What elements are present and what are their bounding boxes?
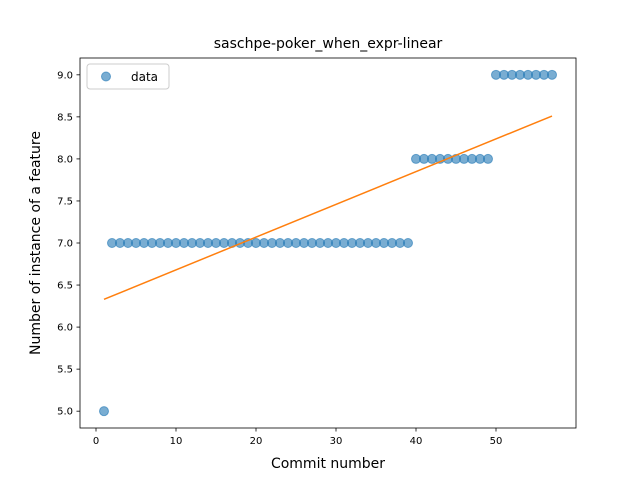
chart-title: saschpe-poker_when_expr-linear	[214, 36, 443, 52]
y-tick-label: 8.5	[57, 112, 73, 123]
legend-box	[86, 63, 170, 90]
data-point	[547, 69, 557, 80]
data-point	[403, 238, 413, 248]
x-tick-label: 40	[410, 436, 423, 447]
x-tick-label: 10	[170, 436, 183, 447]
legend-label-data: data	[131, 70, 158, 84]
y-tick-label: 7.0	[57, 239, 73, 250]
data-point	[99, 406, 109, 417]
x-tick-label: 20	[250, 436, 263, 447]
legend-marker-data	[101, 71, 111, 82]
y-tick-label: 7.5	[57, 196, 73, 207]
x-tick-label: 0	[93, 436, 99, 447]
y-tick-label: 6.5	[57, 281, 73, 292]
y-tick-label: 9.0	[57, 70, 73, 81]
x-tick-label: 50	[490, 436, 503, 447]
y-axis: 5.0 5.5 6.0 6.5 7.0 7.5 8.0 8.5 9.0	[57, 70, 80, 418]
plot-area	[99, 69, 557, 417]
y-axis-label: Number of instance of a feature	[28, 131, 44, 355]
data-point	[483, 153, 493, 164]
x-tick-label: 30	[330, 436, 343, 447]
y-tick-label: 5.5	[57, 365, 73, 376]
y-tick-label: 8.0	[57, 154, 73, 165]
trend-line	[103, 115, 553, 301]
y-tick-label: 6.0	[57, 323, 73, 334]
legend: data	[86, 63, 170, 90]
x-axis-label: Commit number	[271, 456, 385, 472]
x-axis: 0 10 20 30 40 50	[93, 428, 503, 447]
y-tick-label: 5.0	[57, 407, 73, 418]
